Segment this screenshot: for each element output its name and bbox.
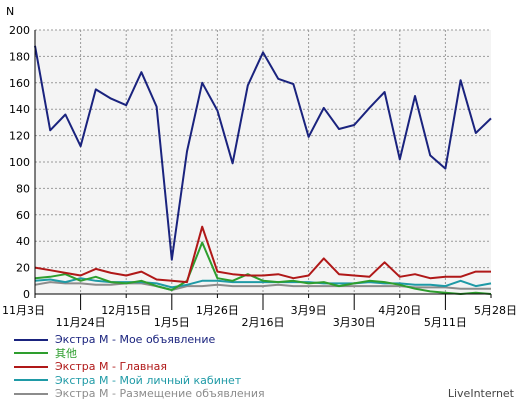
legend-item: Экстра М - Главная: [14, 360, 265, 374]
legend-label: 其他: [55, 347, 77, 361]
legend-swatch: [14, 392, 48, 395]
legend-swatch: [14, 338, 48, 341]
grid: [35, 29, 491, 294]
y-tick-label: 40: [16, 235, 30, 248]
brand-label: LiveInternet: [447, 387, 514, 400]
x-tick-label: 2月16日: [242, 316, 285, 329]
legend-swatch: [14, 365, 48, 368]
x-tick-label: 1月5日: [154, 316, 190, 329]
x-tick-label: 11月3日: [2, 304, 45, 317]
y-tick-label: 20: [16, 262, 30, 275]
y-tick-label: 120: [9, 130, 30, 143]
legend-swatch: [14, 379, 48, 382]
y-tick-label: 100: [9, 156, 30, 169]
x-tick-label: 5月28日: [474, 304, 517, 317]
legend-item: Экстра М - Размещение объявления: [14, 387, 265, 401]
y-axis: 0 20 40 60 80 100 120 140 160 180 200: [9, 24, 30, 301]
series-line-3: [34, 225, 491, 284]
x-tick-label: 11月24日: [56, 316, 106, 329]
series-line-2: [34, 241, 492, 295]
y-tick-label: 180: [9, 50, 30, 63]
legend: Экстра М - Мое объявление 其他 Экстра М - Гл…: [14, 333, 265, 401]
legend-item: 其他: [14, 347, 265, 361]
y-tick-label: 60: [16, 209, 30, 222]
legend-label: Экстра М - Размещение объявления: [55, 387, 265, 401]
x-tick-label: 3月30日: [333, 316, 376, 329]
series-lines: [34, 45, 492, 295]
legend-item: Экстра М - Мой личный кабинет: [14, 374, 265, 388]
legend-swatch: [14, 352, 48, 355]
legend-label: Экстра М - Мое объявление: [55, 333, 216, 347]
x-tick-label: 5月11日: [424, 316, 467, 329]
y-tick-label: 0: [23, 288, 30, 301]
x-tick-label: 3月9日: [291, 304, 327, 317]
series-line-5: [34, 281, 491, 291]
x-tick-label: 4月20日: [378, 304, 421, 317]
legend-label: Экстра М - Главная: [55, 360, 167, 374]
x-tick-label: 12月15日: [101, 304, 151, 317]
legend-label: Экстра М - Мой личный кабинет: [55, 373, 242, 387]
y-tick-label: 160: [9, 77, 30, 90]
y-tick-label: 200: [9, 24, 30, 37]
y-tick-label: 80: [16, 182, 30, 195]
y-tick-label: 140: [9, 103, 30, 116]
y-axis-label: N: [6, 5, 14, 18]
series-line-1: [34, 45, 492, 261]
legend-item: Экстра М - Мое объявление: [14, 333, 265, 347]
x-tick-label: 1月26日: [196, 304, 239, 317]
